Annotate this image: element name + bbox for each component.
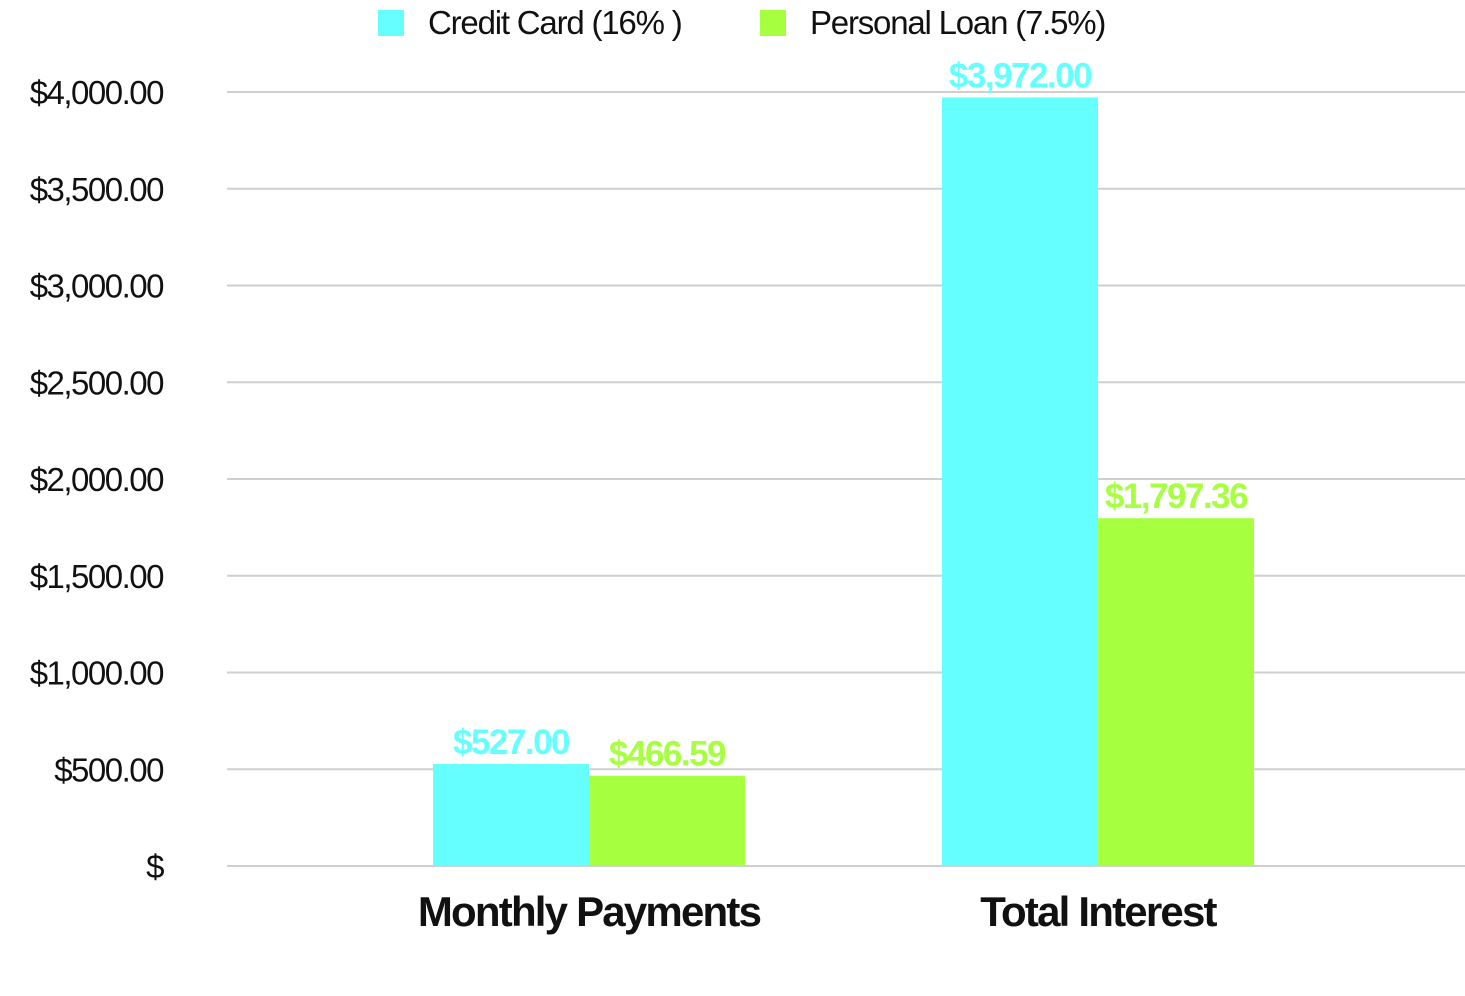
legend-label-personal-loan: Personal Loan (7.5%) [810, 4, 1106, 41]
legend-label-credit-card: Credit Card (16% ) [428, 4, 683, 41]
data-label: $1,797.36 [1105, 477, 1248, 516]
y-tick-label: $1,000.00 [30, 655, 164, 692]
y-tick-label: $2,000.00 [30, 461, 164, 498]
chart-legend: Credit Card (16% ) Personal Loan (7.5%) [0, 0, 1465, 44]
y-tick-label: $1,500.00 [30, 558, 164, 595]
y-tick-label: $3,500.00 [30, 171, 164, 208]
x-category-label: Monthly Payments [418, 888, 761, 935]
y-tick-label: $4,000.00 [30, 74, 164, 111]
data-label: $466.59 [609, 735, 726, 774]
x-category-label: Total Interest [980, 888, 1217, 935]
x-axis-category-labels: Monthly Payments Total Interest [418, 888, 1219, 935]
legend-swatch-credit-card [378, 10, 404, 36]
data-label: $3,972.00 [949, 56, 1092, 95]
legend-swatch-personal-loan [760, 10, 786, 36]
y-tick-label: $3,000.00 [30, 268, 164, 305]
bar-credit-card-monthly-payments [433, 764, 589, 866]
y-tick-label: $500.00 [54, 751, 164, 788]
bars [433, 97, 1254, 867]
y-tick-label: $2,500.00 [30, 364, 164, 401]
legend-item-personal-loan: Personal Loan (7.5%) [760, 4, 1106, 42]
y-axis-tick-labels: $ $500.00 $1,000.00 $1,500.00 $2,000.00 $2,50… [30, 74, 166, 885]
data-label: $527.00 [453, 723, 570, 762]
bar-personal-loan-monthly-payments [589, 775, 745, 866]
gridlines [227, 91, 1465, 867]
y-tick-label: $ [146, 848, 164, 885]
bar-credit-card-total-interest [942, 97, 1098, 867]
bar-personal-loan-total-interest [1098, 518, 1254, 866]
data-labels: $527.00 $3,972.00 $466.59 $1,797.36 [453, 56, 1250, 774]
legend-item-credit-card: Credit Card (16% ) [378, 4, 683, 42]
